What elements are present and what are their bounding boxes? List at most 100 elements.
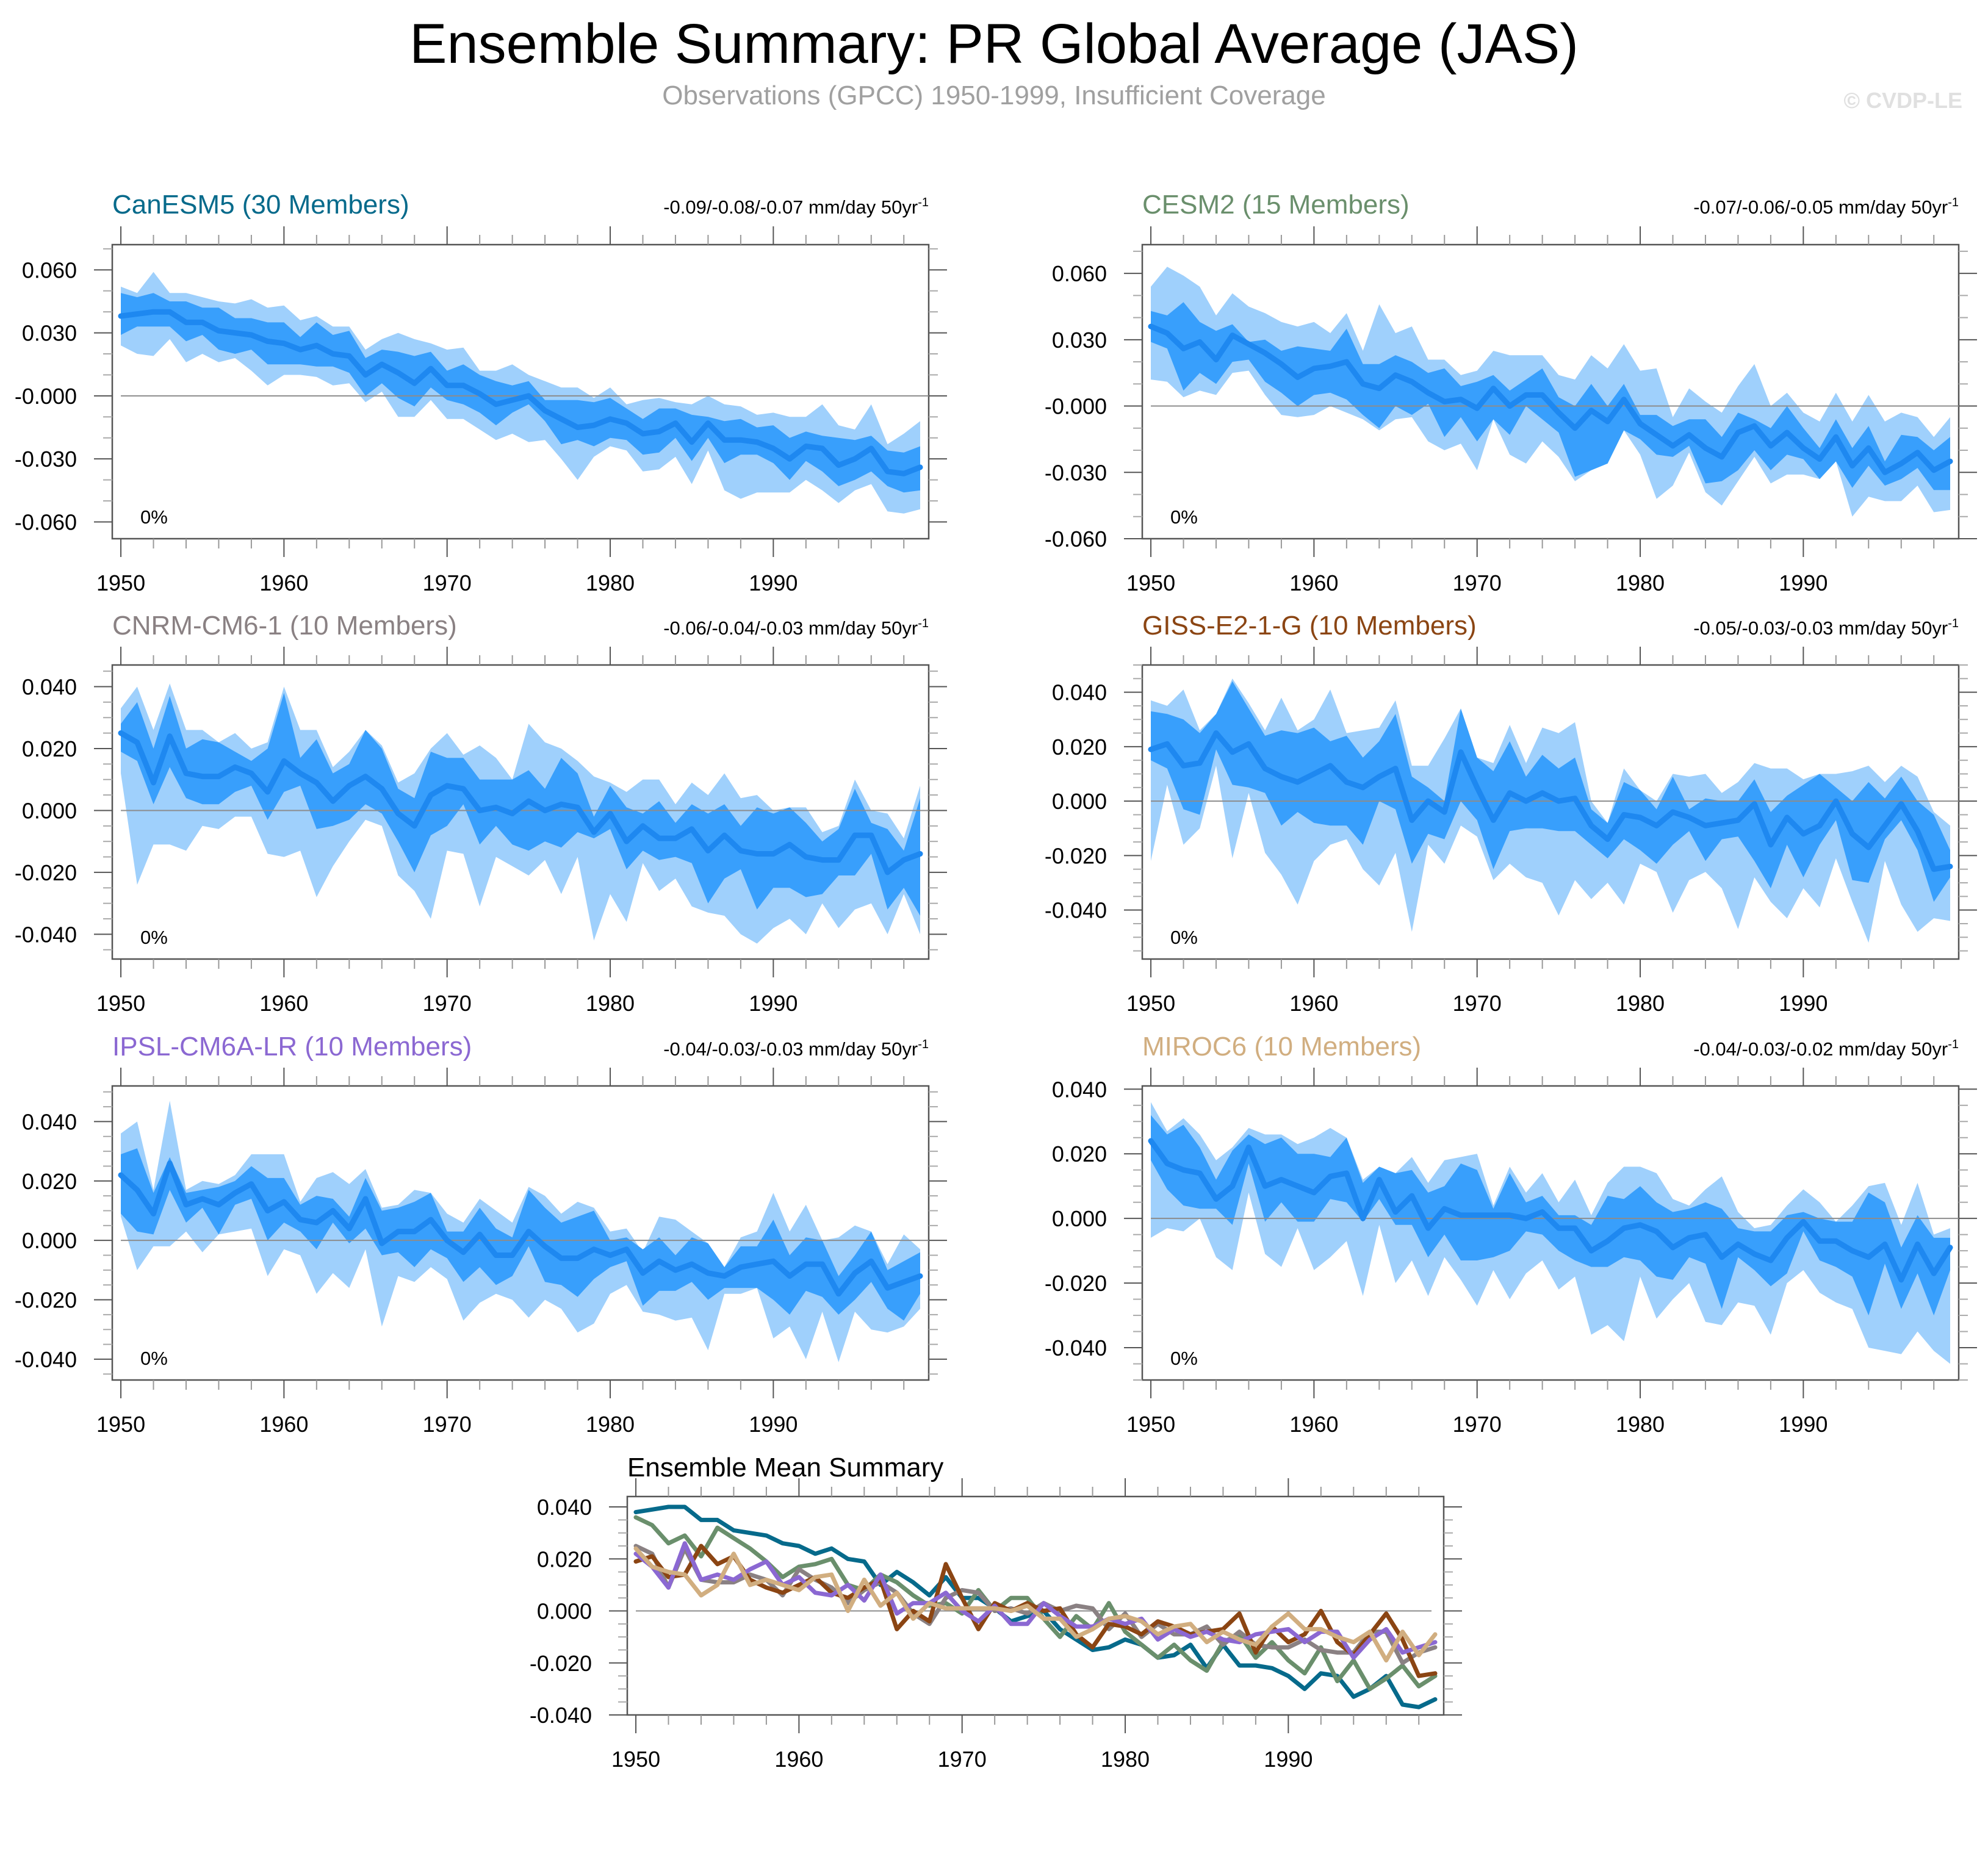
x-tick-label: 1960 — [774, 1747, 823, 1772]
inner-range-band — [121, 293, 920, 493]
trend-value: -0.06/-0.04/-0.03 mm/day 50yr — [663, 617, 918, 639]
y-tick-label: 0.020 — [1052, 735, 1107, 760]
y-tick-label: -0.000 — [1045, 394, 1107, 419]
trend-label: -0.05/-0.03/-0.03 mm/day 50yr-1 — [1693, 617, 1959, 639]
x-tick-label: 1960 — [259, 991, 308, 1016]
panel-title: IPSL-CM6A-LR (10 Members) — [112, 1032, 472, 1062]
x-tick-label: 1950 — [1126, 1412, 1175, 1437]
trend-superscript: -1 — [1948, 1038, 1959, 1051]
inner-range-band — [1151, 1115, 1950, 1316]
y-tick-label: 0.060 — [22, 257, 77, 282]
chart-panel-0: CanESM5 (30 Members) -0.09/-0.08/-0.07 mm… — [15, 190, 947, 595]
y-tick-label: 0.030 — [22, 321, 77, 346]
x-tick-label: 1960 — [259, 1412, 308, 1437]
x-tick-label: 1990 — [749, 570, 798, 595]
x-tick-label: 1980 — [1616, 570, 1665, 595]
y-tick-label: 0.020 — [22, 1169, 77, 1194]
trend-superscript: -1 — [918, 1038, 929, 1051]
y-tick-label: 0.040 — [22, 675, 77, 700]
x-tick-label: 1980 — [1616, 991, 1665, 1016]
panel-title: CESM2 (15 Members) — [1142, 190, 1410, 220]
inner-range-band — [1151, 302, 1950, 491]
trend-value: -0.04/-0.03/-0.02 mm/day 50yr — [1693, 1038, 1948, 1060]
x-tick-label: 1980 — [586, 570, 635, 595]
x-tick-label: 1990 — [749, 1412, 798, 1437]
x-tick-label: 1980 — [586, 991, 635, 1016]
panel-title: GISS-E2-1-G (10 Members) — [1142, 611, 1477, 641]
x-tick-label: 1960 — [1289, 991, 1338, 1016]
y-tick-label: 0.000 — [1052, 789, 1107, 814]
panel-title: MIROC6 (10 Members) — [1142, 1032, 1421, 1062]
inner-range-band — [1151, 681, 1950, 902]
y-tick-label: -0.000 — [15, 384, 77, 409]
percent-label: 0% — [140, 506, 168, 528]
series-line-miroc6 — [633, 1546, 1438, 1662]
y-tick-label: -0.020 — [1045, 843, 1107, 868]
ensemble-mean-line — [1148, 323, 1953, 475]
y-tick-label: 0.060 — [1052, 261, 1107, 286]
x-tick-label: 1970 — [423, 1412, 472, 1437]
x-tick-label: 1950 — [96, 570, 145, 595]
trend-label: -0.04/-0.03/-0.02 mm/day 50yr-1 — [1693, 1038, 1959, 1060]
figure-subtitle: Observations (GPCC) 1950-1999, Insuffici… — [662, 81, 1326, 110]
y-tick-label: 0.040 — [22, 1109, 77, 1134]
percent-label: 0% — [140, 927, 168, 948]
chart-panel-3: GISS-E2-1-G (10 Members) -0.05/-0.03/-0.0… — [1045, 611, 1977, 1016]
y-tick-label: -0.060 — [15, 509, 77, 534]
x-tick-label: 1950 — [1126, 570, 1175, 595]
x-tick-label: 1990 — [1779, 991, 1828, 1016]
percent-label: 0% — [140, 1348, 168, 1369]
x-tick-label: 1990 — [749, 991, 798, 1016]
x-tick-label: 1950 — [96, 1412, 145, 1437]
y-tick-label: -0.040 — [15, 922, 77, 947]
trend-superscript: -1 — [918, 196, 929, 209]
panel-title: CanESM5 (30 Members) — [112, 190, 409, 220]
y-tick-label: 0.040 — [1052, 1077, 1107, 1102]
y-tick-label: -0.030 — [1045, 460, 1107, 485]
y-tick-label: -0.020 — [1045, 1271, 1107, 1296]
trend-value: -0.07/-0.06/-0.05 mm/day 50yr — [1693, 196, 1948, 218]
y-tick-label: 0.040 — [537, 1495, 592, 1520]
y-tick-label: -0.020 — [15, 1288, 77, 1313]
chart-panel-6: Ensemble Mean Summary 1950 1960 1970 1980 199… — [530, 1453, 1462, 1772]
ensemble-mean-line — [1148, 730, 1953, 872]
x-tick-label: 1990 — [1779, 1412, 1828, 1437]
x-tick-label: 1980 — [1101, 1747, 1150, 1772]
ensemble-mean-line — [118, 309, 923, 476]
y-tick-label: -0.040 — [530, 1703, 592, 1728]
x-tick-label: 1960 — [1289, 570, 1338, 595]
x-tick-label: 1970 — [1453, 1412, 1502, 1437]
x-tick-label: 1970 — [423, 570, 472, 595]
x-tick-label: 1970 — [1453, 570, 1502, 595]
y-tick-label: 0.000 — [1052, 1206, 1107, 1231]
x-tick-label: 1960 — [1289, 1412, 1338, 1437]
y-tick-label: 0.000 — [22, 1228, 77, 1253]
trend-label: -0.04/-0.03/-0.03 mm/day 50yr-1 — [663, 1038, 929, 1060]
x-tick-label: 1980 — [1616, 1412, 1665, 1437]
figure-title: Ensemble Summary: PR Global Average (JAS… — [409, 13, 1579, 75]
percent-label: 0% — [1170, 927, 1198, 948]
x-tick-label: 1950 — [1126, 991, 1175, 1016]
trend-superscript: -1 — [1948, 196, 1959, 209]
y-tick-label: 0.020 — [1052, 1141, 1107, 1166]
x-tick-label: 1950 — [96, 991, 145, 1016]
chart-panel-2: CNRM-CM6-1 (10 Members) -0.06/-0.04/-0.03… — [15, 611, 947, 1016]
y-tick-label: -0.040 — [1045, 898, 1107, 923]
ensemble-mean-line — [118, 1160, 923, 1297]
trend-label: -0.07/-0.06/-0.05 mm/day 50yr-1 — [1693, 196, 1959, 218]
chart-panel-5: MIROC6 (10 Members) -0.04/-0.03/-0.02 mm/… — [1045, 1032, 1977, 1437]
x-tick-label: 1970 — [1453, 991, 1502, 1016]
chart-panel-1: CESM2 (15 Members) -0.07/-0.06/-0.05 mm/d… — [1045, 190, 1977, 595]
trend-superscript: -1 — [918, 617, 929, 630]
y-tick-label: -0.040 — [1045, 1335, 1107, 1360]
ensemble-mean-line — [1148, 1138, 1953, 1283]
y-tick-label: 0.030 — [1052, 328, 1107, 353]
trend-value: -0.05/-0.03/-0.03 mm/day 50yr — [1693, 617, 1948, 639]
percent-label: 0% — [1170, 1348, 1198, 1369]
y-tick-label: 0.040 — [1052, 680, 1107, 705]
y-tick-label: -0.020 — [530, 1651, 592, 1676]
y-tick-label: -0.040 — [15, 1347, 77, 1372]
y-tick-label: -0.030 — [15, 447, 77, 472]
series-line-giss-e2-1-g — [633, 1544, 1438, 1678]
